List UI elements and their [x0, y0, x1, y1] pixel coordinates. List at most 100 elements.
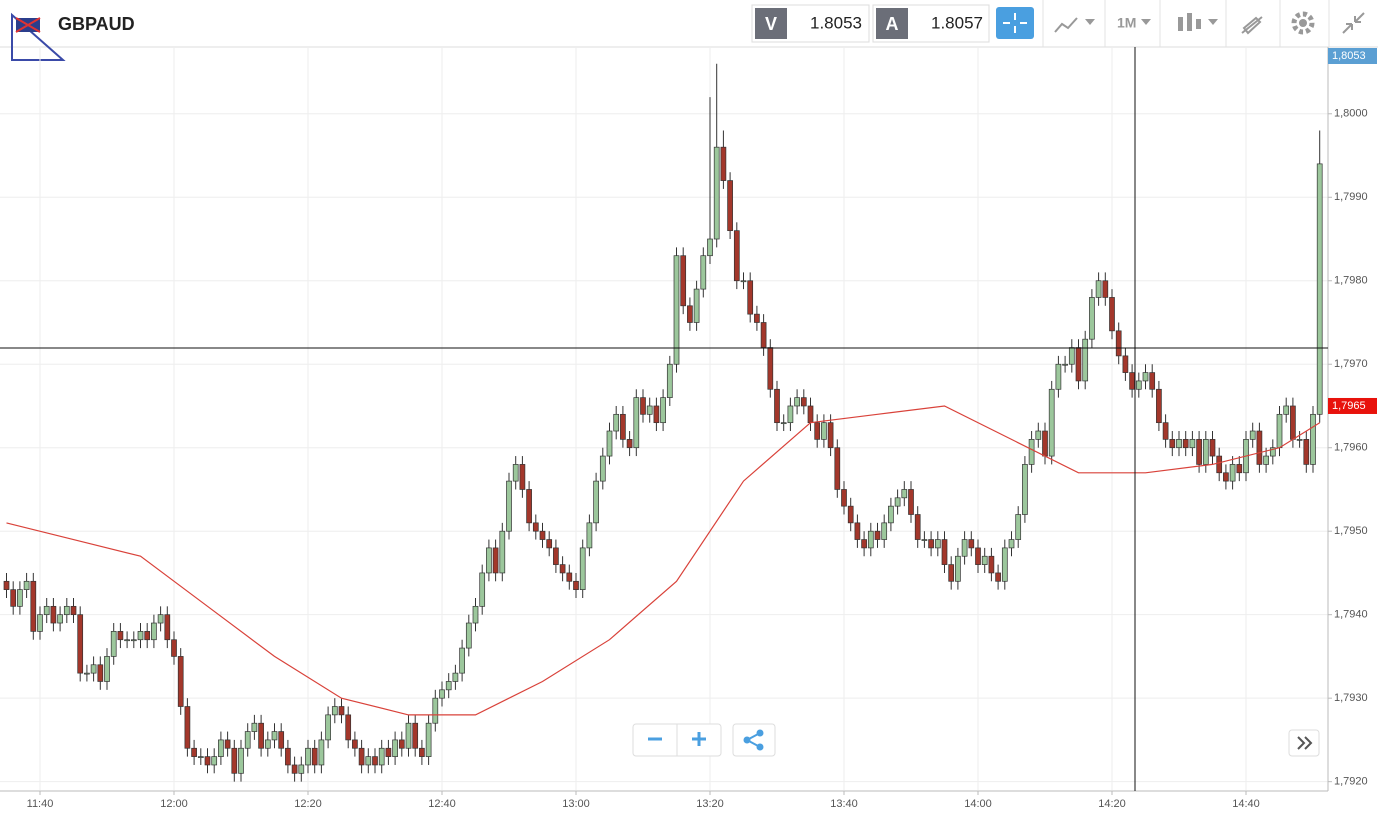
candle-body — [50, 605, 57, 624]
settings-icon-center — [1299, 19, 1307, 27]
candle-body — [1129, 372, 1135, 390]
candle-body — [620, 413, 626, 440]
candle-body — [1135, 380, 1142, 390]
candle-body — [1062, 363, 1068, 366]
candle-body — [1008, 539, 1015, 549]
candle-body — [97, 664, 104, 682]
candle-body — [3, 580, 10, 590]
candle-body — [17, 589, 23, 607]
candle-body — [124, 639, 130, 642]
symbol: GBPAUD — [58, 14, 135, 34]
zoom-controls — [632, 723, 1320, 757]
timeframe[interactable]: 1M — [1117, 15, 1136, 31]
candle-body — [599, 455, 606, 482]
y-tick-label: 1,8000 — [1334, 108, 1368, 120]
y-tick-label: 1,7940 — [1334, 609, 1368, 621]
candle-body — [405, 722, 412, 749]
candle-body — [995, 572, 1001, 582]
candle-body — [37, 614, 43, 632]
candle-body — [1028, 439, 1035, 465]
x-tick-label: 13:40 — [830, 798, 858, 810]
candle-body — [566, 572, 573, 582]
collapse-icon[interactable] — [1342, 12, 1365, 34]
y-tick-label: 1,7920 — [1334, 776, 1368, 788]
candle-body — [553, 547, 559, 565]
candle-body — [606, 430, 613, 457]
candle-body — [633, 397, 640, 449]
draw-icon[interactable] — [1241, 16, 1263, 35]
candle-body — [512, 464, 519, 482]
dropdown-arrow — [1085, 19, 1095, 25]
candle-body — [713, 146, 720, 240]
candle-body — [780, 422, 787, 425]
candle-body — [479, 572, 486, 607]
crosshair-button[interactable] — [996, 7, 1034, 39]
candle-body — [1196, 439, 1202, 465]
dropdown-arrow — [1141, 19, 1151, 25]
toolbar — [0, 0, 1378, 47]
candle-body — [412, 722, 419, 749]
dropdown-arrow — [1208, 19, 1218, 25]
buy-price: 1.8057 — [931, 13, 983, 32]
candle-body — [43, 605, 50, 616]
candle-body — [231, 747, 238, 774]
candle-body — [774, 388, 780, 424]
candle-body — [981, 555, 988, 565]
zoom-in-button[interactable] — [692, 732, 706, 746]
candle-body — [452, 672, 459, 682]
candle-body — [258, 722, 264, 749]
candle-body — [646, 405, 653, 415]
buy-label: A — [886, 14, 899, 34]
candle-body — [30, 580, 37, 632]
candle-body — [204, 756, 211, 766]
settings-icon[interactable] — [1291, 11, 1315, 35]
candle-body — [465, 622, 472, 649]
candle-body — [593, 480, 599, 524]
x-tick-label: 13:20 — [696, 798, 724, 810]
candle-body — [372, 756, 378, 766]
candle-body — [1042, 430, 1048, 457]
candle-body — [767, 347, 774, 390]
candle-body — [680, 255, 687, 307]
candle-body — [1176, 439, 1182, 449]
y-tick-label: 1,7950 — [1334, 525, 1368, 537]
candle-body — [385, 747, 392, 757]
candle-style-icon[interactable] — [1178, 13, 1201, 31]
share-button[interactable] — [732, 723, 776, 757]
candle-body — [854, 522, 861, 540]
x-tick-label: 13:00 — [562, 798, 590, 810]
candle-body — [1149, 372, 1156, 390]
buy-label-box — [876, 8, 908, 39]
candle-body — [894, 497, 901, 507]
candle-body — [1303, 439, 1310, 465]
candle-body — [968, 539, 975, 549]
candle-body — [77, 614, 84, 674]
y-tick-label: 1,7990 — [1334, 191, 1368, 203]
candle-body — [700, 255, 707, 290]
candle-body — [398, 739, 405, 749]
candle-body — [1169, 439, 1176, 449]
candle-body — [1296, 439, 1303, 441]
candle-body — [532, 522, 539, 532]
candle-body — [961, 539, 968, 557]
candle-body — [211, 756, 218, 766]
candle-body — [861, 539, 867, 549]
candle-body — [821, 422, 827, 440]
candle-body — [1229, 464, 1236, 482]
candle-body — [1089, 297, 1095, 340]
candle-body — [914, 514, 921, 540]
candle-body — [184, 706, 191, 749]
chart-type-icon[interactable] — [1054, 17, 1078, 33]
candle-body — [727, 180, 733, 232]
candle-body — [345, 714, 352, 741]
candle-body — [720, 146, 727, 181]
candle-body — [841, 489, 847, 507]
candle-body — [70, 605, 77, 616]
x-tick-label: 14:00 — [964, 798, 992, 810]
candle-body — [613, 413, 620, 432]
candle-body — [432, 697, 439, 724]
candle-body — [1082, 338, 1089, 382]
candle-body — [901, 489, 908, 499]
candle-body — [392, 739, 398, 757]
